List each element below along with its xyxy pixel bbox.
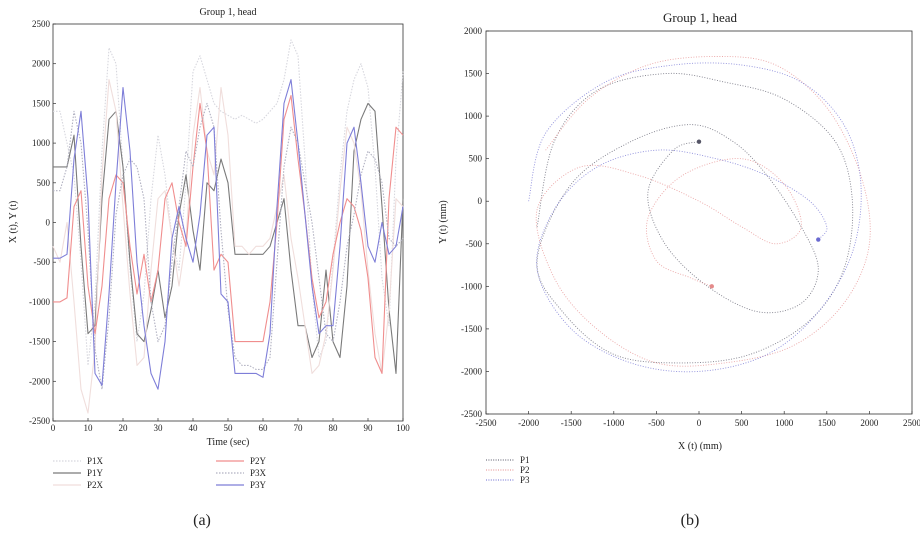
current-position-marker-p1 xyxy=(696,139,702,144)
a-xtick-label: 0 xyxy=(51,423,56,433)
b-ytick-label: 2000 xyxy=(464,26,483,36)
legend-a-label-p2y: P2Y xyxy=(250,456,267,466)
b-xtick-label: 0 xyxy=(697,418,702,428)
a-ytick-label: -1000 xyxy=(29,297,50,307)
a-ytick-label: -2000 xyxy=(29,376,50,386)
legend-a-label-p1y: P1Y xyxy=(87,468,104,478)
b-ytick-label: 500 xyxy=(469,154,483,164)
chart-b-ylabel: Y (t) (mm) xyxy=(438,200,449,244)
chart-a-ylabel: X (t), Y (t) xyxy=(8,201,19,244)
a-ytick-label: 2000 xyxy=(32,59,51,69)
b-ytick-label: -2500 xyxy=(461,409,482,419)
a-ytick-label: -500 xyxy=(34,257,51,267)
a-xtick-label: 60 xyxy=(259,423,269,433)
a-xtick-label: 100 xyxy=(396,423,410,433)
trajectory-p1 xyxy=(536,72,854,364)
panel-a-label: (a) xyxy=(193,512,211,529)
a-ytick-label: -1500 xyxy=(29,337,50,347)
current-position-marker-p2 xyxy=(709,284,714,289)
a-ytick-label: 0 xyxy=(46,218,51,228)
b-xtick-label: 2000 xyxy=(860,418,879,428)
chart-a-title: Group 1, head xyxy=(200,7,257,18)
a-ytick-label: 500 xyxy=(37,178,51,188)
trajectory-p2 xyxy=(535,56,871,367)
a-ytick-label: 1500 xyxy=(32,98,51,108)
plot-b-frame xyxy=(485,30,913,415)
b-xtick-label: -1500 xyxy=(561,418,582,428)
b-ytick-label: -500 xyxy=(466,239,483,249)
b-xtick-label: 1000 xyxy=(775,418,794,428)
legend-a-label-p3x: P3X xyxy=(250,468,267,478)
series-line-p1y xyxy=(53,102,404,374)
legend-a-label-p2x: P2X xyxy=(87,480,104,490)
panel-a-time-series: Group 1, head Time (sec) X (t), Y (t) 0 1… xyxy=(8,7,410,529)
b-xtick-label: 500 xyxy=(735,418,749,428)
series-line-p2y xyxy=(53,94,404,374)
a-xtick-label: 90 xyxy=(364,423,374,433)
legend-b-label-p2: P2 xyxy=(520,465,530,475)
chart-b-title: Group 1, head xyxy=(663,10,738,25)
b-xtick-label: -2500 xyxy=(476,418,497,428)
series-line-p1x xyxy=(53,39,404,366)
chart-a-xlabel: Time (sec) xyxy=(207,437,250,448)
current-position-marker-p3 xyxy=(816,237,821,242)
a-xtick-label: 10 xyxy=(84,423,94,433)
panel-b-trajectory: Group 1, head X (t) (mm) Y (t) (mm) -250… xyxy=(438,10,920,529)
b-xtick-label: 1500 xyxy=(818,418,837,428)
panel-b-label: (b) xyxy=(681,512,700,529)
trajectory-p3 xyxy=(528,62,862,373)
legend-a-label-p1x: P1X xyxy=(87,456,104,466)
b-xtick-label: -500 xyxy=(648,418,665,428)
a-xtick-label: 40 xyxy=(189,423,199,433)
a-ytick-label: 1000 xyxy=(32,138,51,148)
chart-b-xlabel: X (t) (mm) xyxy=(678,441,722,452)
a-xtick-label: 80 xyxy=(329,423,339,433)
a-ytick-label: -2500 xyxy=(29,416,50,426)
a-xtick-label: 50 xyxy=(224,423,234,433)
legend-b-label-p1: P1 xyxy=(520,455,530,465)
series-line-p2x xyxy=(52,79,404,414)
b-ytick-label: 0 xyxy=(478,196,483,206)
b-xtick-label: 2500 xyxy=(903,418,920,428)
b-ytick-label: -1000 xyxy=(461,281,482,291)
b-ytick-label: 1000 xyxy=(464,111,483,121)
a-xtick-label: 20 xyxy=(119,423,129,433)
b-xtick-label: -2000 xyxy=(518,418,539,428)
legend-b-label-p3: P3 xyxy=(520,475,530,485)
a-xtick-label: 30 xyxy=(154,423,164,433)
b-ytick-label: -1500 xyxy=(461,324,482,334)
b-ytick-label: -2000 xyxy=(461,366,482,376)
legend-a-label-p3y: P3Y xyxy=(250,480,267,490)
b-xtick-label: -1000 xyxy=(603,418,624,428)
series-line-p3y xyxy=(53,79,404,390)
a-ytick-label: 2500 xyxy=(32,19,51,29)
b-ytick-label: 1500 xyxy=(464,69,483,79)
a-xtick-label: 70 xyxy=(294,423,304,433)
